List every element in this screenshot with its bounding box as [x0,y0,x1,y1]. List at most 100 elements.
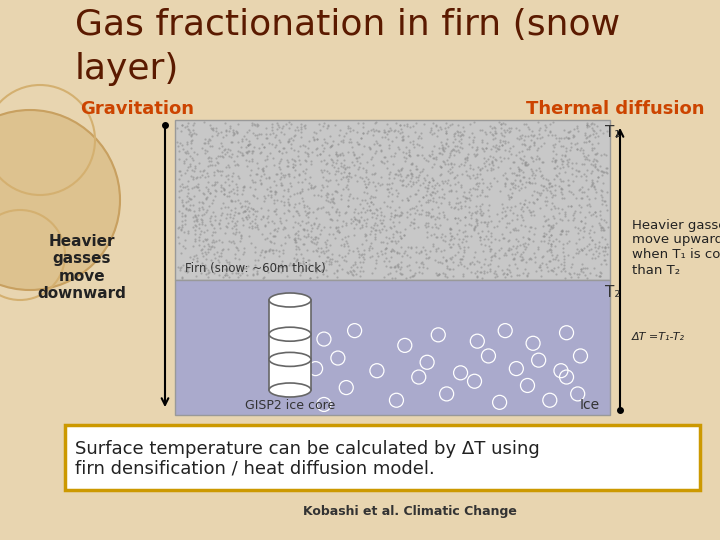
Point [221,222,233,231]
Point [321,235,333,244]
Point [312,266,323,275]
Point [471,150,482,159]
Point [355,262,366,271]
Point [318,222,330,231]
Point [400,154,412,163]
Point [356,174,367,183]
Point [192,253,203,262]
Point [591,165,603,174]
Point [183,177,194,185]
Point [446,242,457,251]
Point [268,195,279,204]
Point [447,138,459,146]
Point [534,163,545,172]
Point [266,191,277,199]
Point [318,258,330,267]
Point [241,197,253,205]
Point [210,154,221,163]
Point [589,254,600,263]
Point [298,257,310,266]
Point [183,184,194,193]
Point [258,197,269,205]
Point [454,198,466,207]
Point [513,237,524,246]
Point [430,122,441,130]
Point [411,140,423,149]
Point [490,124,501,132]
Point [384,168,396,177]
Point [454,255,466,264]
Point [508,242,519,251]
Point [258,235,270,244]
Text: firn densification / heat diffusion model.: firn densification / heat diffusion mode… [75,460,435,477]
Point [459,213,471,221]
Point [257,265,269,274]
Point [508,141,519,150]
Point [397,136,408,145]
Point [513,165,525,174]
Point [484,245,495,253]
Point [373,127,384,136]
Point [538,252,549,260]
Point [454,131,466,140]
Point [271,196,282,205]
Point [271,169,283,178]
Point [395,166,407,174]
Point [375,237,387,246]
Point [341,221,352,230]
Point [424,247,436,255]
Point [364,206,376,214]
Point [382,157,393,165]
Point [557,156,569,165]
Point [581,274,593,282]
Point [490,147,502,156]
Point [223,191,235,200]
Point [510,180,521,189]
Point [483,201,495,210]
Point [599,235,611,244]
Point [181,206,193,214]
Point [302,264,314,272]
Point [446,168,457,177]
Point [266,123,278,132]
Point [573,234,585,243]
Point [295,127,307,136]
Point [500,272,511,281]
Point [512,163,523,172]
Point [418,193,429,201]
Point [289,235,300,244]
Point [313,252,325,260]
Point [539,120,551,129]
Point [353,253,364,261]
Point [545,231,557,239]
Point [200,264,212,272]
Point [209,192,220,201]
Point [276,256,288,265]
Point [519,159,531,168]
Point [451,126,463,135]
Point [193,219,204,228]
Point [308,220,320,228]
Point [353,249,364,258]
Point [261,152,273,161]
Point [410,201,421,210]
Point [186,144,197,152]
Point [426,126,437,134]
Point [244,170,256,179]
Point [269,187,281,196]
Point [248,264,260,272]
Point [388,221,400,230]
Point [537,221,549,230]
Point [536,158,548,166]
Point [452,214,464,222]
Point [385,211,397,220]
Point [564,146,575,154]
Point [265,238,276,246]
Point [510,244,521,252]
Point [297,178,308,186]
Point [351,176,362,185]
Point [364,253,376,262]
Point [223,260,235,268]
Point [378,127,390,136]
Point [247,121,258,130]
